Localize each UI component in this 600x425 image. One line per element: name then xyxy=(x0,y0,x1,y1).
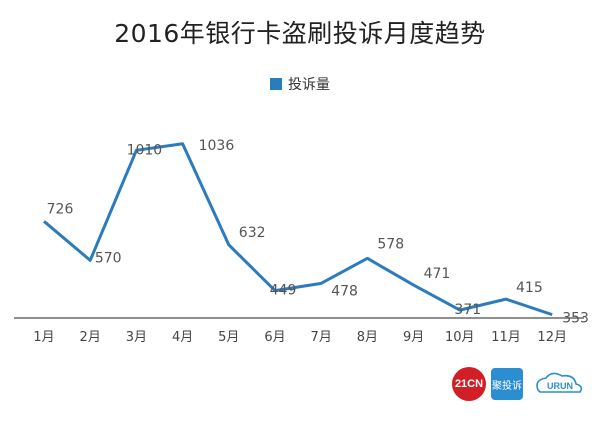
x-tick-label: 11月 xyxy=(491,330,521,345)
data-label: 578 xyxy=(377,236,404,252)
x-tick-label: 3月 xyxy=(126,330,147,345)
data-label: 471 xyxy=(424,266,451,282)
data-label: 632 xyxy=(239,225,266,241)
x-tick-label: 6月 xyxy=(264,330,285,345)
x-tick-label: 12月 xyxy=(537,330,567,345)
data-label: 570 xyxy=(95,250,122,266)
chart-title: 2016年银行卡盗刷投诉月度趋势 xyxy=(114,19,486,48)
x-tick-label: 9月 xyxy=(403,330,424,345)
x-tick-label: 4月 xyxy=(172,330,193,345)
data-label: 353 xyxy=(562,311,589,327)
data-label: 449 xyxy=(270,283,297,299)
data-label: 415 xyxy=(516,280,543,296)
data-label: 371 xyxy=(454,302,481,318)
data-label: 478 xyxy=(331,283,358,299)
x-tick-label: 5月 xyxy=(218,330,239,345)
series-line xyxy=(43,142,553,317)
data-label: 1010 xyxy=(127,142,163,158)
x-tick-label: 10月 xyxy=(445,330,475,345)
x-tick-label: 8月 xyxy=(357,330,378,345)
x-tick-label: 1月 xyxy=(33,330,54,345)
legend: 投诉量 xyxy=(0,74,600,94)
legend-swatch xyxy=(270,78,282,90)
data-label: 1036 xyxy=(199,138,235,154)
data-label: 726 xyxy=(47,201,74,217)
legend-label: 投诉量 xyxy=(288,77,330,93)
x-tick-label: 2月 xyxy=(80,330,101,345)
x-tick-label: 7月 xyxy=(311,330,332,345)
